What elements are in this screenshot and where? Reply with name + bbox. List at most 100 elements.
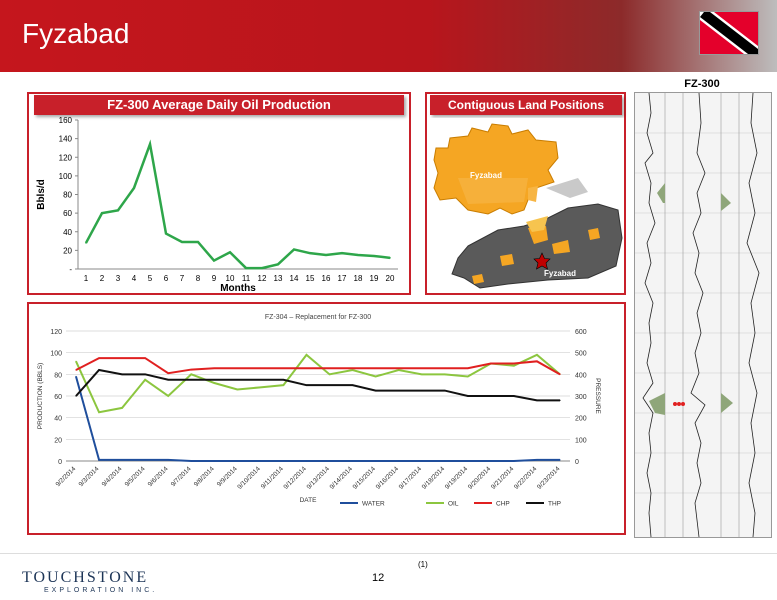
data-point — [236, 379, 238, 381]
data-point — [282, 384, 285, 386]
data-point — [328, 367, 331, 369]
data-point — [98, 357, 100, 359]
x-tick-label: 9/11/2014 — [260, 465, 285, 490]
x-tick-label: 9/6/2014 — [147, 465, 170, 488]
data-point — [121, 357, 123, 359]
data-point — [144, 379, 146, 381]
data-point — [421, 460, 423, 462]
chart-title: FZ-304 – Replacement for FZ-300 — [265, 314, 371, 321]
x-tick-label: 11 — [242, 274, 251, 283]
x-tick-label: 9/13/2014 — [306, 465, 332, 491]
x-tick-label: 18 — [354, 274, 363, 283]
data-point — [309, 252, 311, 254]
well-log-traces — [635, 92, 771, 538]
data-point — [398, 369, 400, 371]
data-point — [305, 354, 308, 356]
x-tick-label: 7 — [180, 274, 185, 283]
data-point — [328, 460, 331, 462]
x-tick-label: 2 — [100, 274, 105, 283]
fz304-panel — [27, 302, 626, 535]
legend-label-chp: CHP — [496, 501, 510, 508]
data-point — [305, 384, 308, 386]
x-tick-label: 10 — [226, 274, 235, 283]
zoom-connector — [546, 178, 588, 198]
data-point — [373, 255, 375, 257]
data-point — [351, 367, 354, 369]
x-tick-label: 9 — [212, 274, 217, 283]
y-left-axis-label: PRODUCTION (BBLS) — [37, 363, 44, 429]
y-left-tick-label: 40 — [54, 416, 62, 423]
data-point — [236, 388, 238, 391]
y-tick-label: 40 — [63, 228, 72, 237]
y-right-tick-label: 500 — [575, 351, 587, 358]
y-left-tick-label: 120 — [50, 329, 62, 336]
y-right-axis-label: PRESSURE — [594, 378, 601, 414]
data-point — [75, 375, 77, 378]
data-point — [375, 460, 377, 462]
data-point — [536, 459, 538, 461]
data-point — [559, 373, 561, 375]
data-point — [229, 251, 231, 254]
data-point — [325, 254, 327, 256]
data-point — [467, 395, 469, 397]
x-tick-label: 12 — [258, 274, 267, 283]
data-point — [490, 395, 492, 397]
data-point — [101, 212, 103, 214]
data-point — [444, 373, 446, 375]
fyzabad-block-map — [433, 123, 559, 215]
x-tick-label: 1 — [84, 274, 89, 283]
title-banner: Fyzabad — [0, 0, 777, 72]
data-point — [444, 367, 446, 369]
y-right-tick-label: 100 — [575, 437, 587, 444]
data-point — [305, 460, 308, 462]
data-point — [117, 209, 119, 212]
data-point — [490, 362, 492, 365]
x-tick-label: 3 — [116, 274, 121, 283]
data-point — [75, 395, 77, 397]
series-line-oil — [75, 353, 561, 414]
data-point — [213, 259, 215, 262]
data-point — [513, 365, 515, 367]
data-point — [351, 384, 354, 386]
y-left-tick-label: 0 — [58, 459, 62, 466]
data-point — [293, 248, 295, 251]
data-point — [167, 379, 169, 381]
data-point — [167, 459, 169, 461]
data-point — [149, 143, 151, 146]
data-point — [357, 254, 359, 256]
x-tick-label: 15 — [306, 274, 315, 283]
x-tick-label: 14 — [290, 274, 299, 283]
x-tick-label: 13 — [274, 274, 283, 283]
data-point — [259, 379, 261, 381]
y-left-tick-label: 60 — [54, 394, 62, 401]
data-point — [144, 373, 146, 375]
y-right-tick-label: 200 — [575, 416, 587, 423]
data-point — [375, 367, 377, 369]
data-point — [375, 389, 377, 392]
logo-text: TOUCHSTONE — [22, 569, 149, 586]
data-point — [213, 382, 215, 384]
data-point — [144, 357, 146, 359]
y-right-tick-label: 300 — [575, 394, 587, 401]
production-panel — [27, 92, 411, 295]
x-tick-label: 9/5/2014 — [124, 465, 147, 488]
data-point — [282, 379, 285, 381]
x-tick-label: 9/9/2014 — [216, 465, 239, 488]
x-tick-label: 9/4/2014 — [101, 465, 124, 488]
data-point — [197, 241, 199, 243]
data-point — [165, 232, 167, 235]
data-point — [75, 360, 77, 362]
data-point — [513, 395, 515, 397]
x-tick-label: 9/23/2014 — [536, 465, 562, 491]
series-line-water — [75, 376, 560, 462]
data-point — [351, 369, 354, 371]
data-point — [375, 375, 377, 378]
data-point — [277, 263, 279, 266]
x-tick-label: 6 — [164, 274, 169, 283]
data-point — [98, 459, 100, 461]
data-point — [398, 389, 400, 392]
data-point — [536, 354, 538, 356]
legend-label-oil: OIL — [448, 501, 459, 508]
data-point — [144, 459, 146, 461]
x-tick-label: 9/7/2014 — [170, 465, 193, 488]
